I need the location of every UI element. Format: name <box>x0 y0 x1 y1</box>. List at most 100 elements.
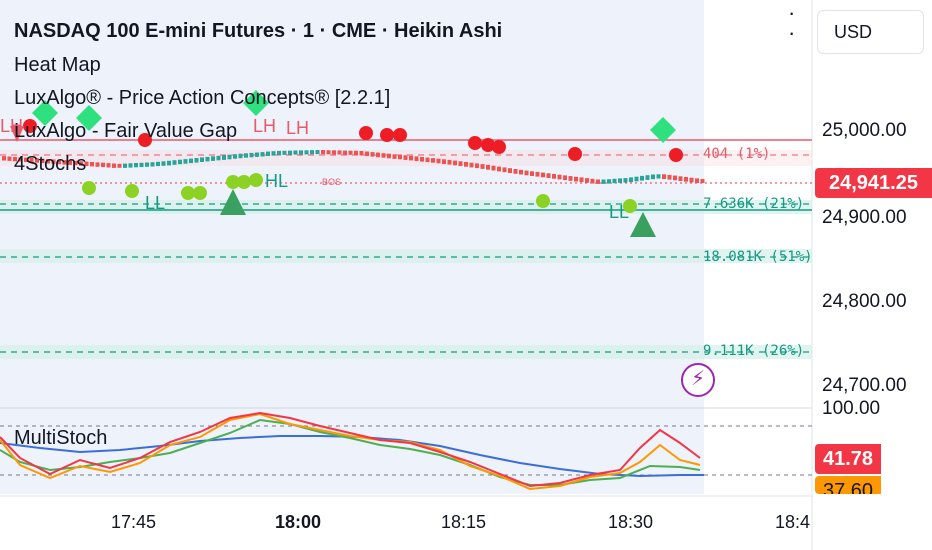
candle <box>321 150 325 155</box>
candle <box>95 162 100 167</box>
currency-button[interactable]: USD <box>817 10 924 54</box>
candle <box>73 160 78 166</box>
lh-label-3: LH <box>286 118 310 138</box>
candle <box>13 156 17 162</box>
candle <box>332 150 336 155</box>
candle <box>161 161 166 166</box>
candle <box>695 178 699 183</box>
osc-tick-100: 100.00 <box>822 398 881 419</box>
candle <box>502 167 507 173</box>
candle <box>211 156 215 161</box>
candle <box>7 156 12 161</box>
candle <box>585 178 589 183</box>
candle <box>167 160 171 166</box>
candle <box>414 156 419 161</box>
candle <box>425 157 430 163</box>
candle <box>288 150 292 155</box>
candle <box>618 178 622 183</box>
candle <box>541 172 545 178</box>
bolt-icon[interactable]: ⚡ <box>681 363 715 397</box>
candle <box>403 155 408 160</box>
candle <box>596 179 600 184</box>
candle <box>524 170 529 176</box>
candle <box>568 176 573 181</box>
candle <box>348 150 353 155</box>
candle <box>431 158 435 163</box>
candle <box>508 168 512 173</box>
current-price-tag: 24,941.25 <box>815 168 932 198</box>
candle <box>62 160 67 165</box>
candle <box>310 150 314 155</box>
candle <box>381 153 386 158</box>
candle <box>172 160 177 165</box>
candle <box>200 157 204 162</box>
fvg-label-1: 7.636K (21%) <box>703 196 805 212</box>
time-tick-1745: 17:45 <box>111 512 157 532</box>
indicator-4stochs[interactable]: 4Stochs <box>14 153 87 175</box>
candle <box>304 150 309 155</box>
heikin-ashi-candles <box>2 150 705 184</box>
oscillator-background <box>0 410 704 494</box>
indicator-fvg[interactable]: LuxAlgo - Fair Value Gap <box>14 120 238 142</box>
candle <box>233 154 237 159</box>
lh-label-1: LH <box>0 116 24 136</box>
candle <box>513 169 518 174</box>
candle <box>255 152 259 157</box>
lh-dots <box>23 119 683 162</box>
more-dots-icon[interactable]: · · <box>788 0 795 45</box>
candle <box>84 161 89 166</box>
candle <box>227 154 232 160</box>
oscillator-label[interactable]: MultiStoch <box>14 427 108 449</box>
candle <box>79 161 83 166</box>
candle <box>689 177 694 183</box>
candle <box>497 166 501 172</box>
candle <box>590 178 595 184</box>
price-tick-24800: 24,800.00 <box>822 291 907 312</box>
candle <box>51 159 56 164</box>
candle <box>436 158 441 164</box>
candle <box>40 158 45 164</box>
candle <box>656 174 661 179</box>
candle <box>260 152 265 157</box>
candle <box>68 160 72 165</box>
candle <box>106 163 111 168</box>
indicator-heat-map[interactable]: Heat Map <box>14 54 101 76</box>
candle <box>453 160 457 166</box>
price-tick-24700: 24,700.00 <box>822 375 907 396</box>
diamond-markers <box>32 90 676 143</box>
symbol-title[interactable]: NASDAQ 100 E-mini Futures · 1 · CME · He… <box>14 20 503 42</box>
candle <box>475 163 479 169</box>
candle <box>392 154 397 159</box>
candle <box>282 150 287 155</box>
indicator-price-action[interactable]: LuxAlgo® - Price Action Concepts® [2.2.1… <box>14 87 391 109</box>
candle <box>519 169 523 175</box>
candle <box>480 164 485 169</box>
candle <box>238 153 243 159</box>
candle <box>277 150 281 156</box>
candle <box>563 175 567 181</box>
stoch-line-red <box>0 411 701 488</box>
candle <box>370 152 375 157</box>
candle <box>337 150 342 155</box>
candle <box>535 171 540 177</box>
candle <box>222 155 226 160</box>
candle <box>678 176 683 181</box>
time-tick-1800: 18:00 <box>275 512 322 532</box>
candle <box>673 175 677 181</box>
candle <box>29 158 34 163</box>
candle <box>607 179 611 184</box>
hl-label: HL <box>265 171 289 191</box>
candle <box>557 174 562 180</box>
candle <box>365 151 369 157</box>
time-tick-1845: 18:45 <box>775 512 811 532</box>
ll-label-1: LL <box>145 193 166 213</box>
ll-label-2: LL <box>609 202 630 222</box>
candle <box>623 178 628 183</box>
candle <box>134 163 138 168</box>
candle <box>546 173 551 178</box>
candle <box>249 152 254 158</box>
candle <box>178 159 182 165</box>
price-tick-24900: 24,900.00 <box>822 207 907 228</box>
candle <box>183 159 188 164</box>
